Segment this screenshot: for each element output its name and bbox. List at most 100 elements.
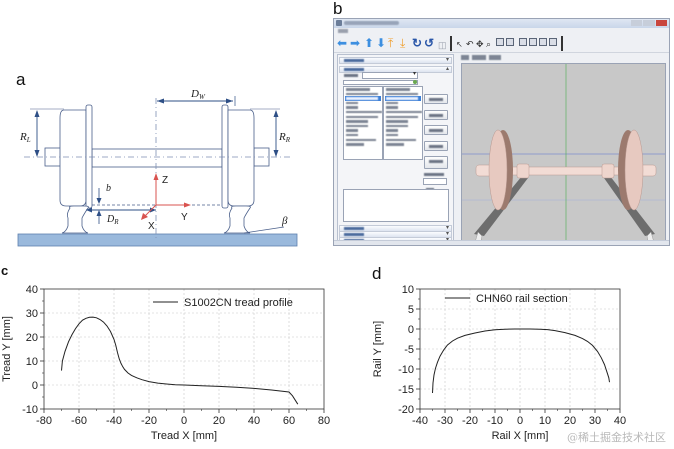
y-tick-label: -15 (398, 384, 414, 396)
list-item-selected[interactable] (385, 96, 421, 101)
list-item[interactable] (345, 115, 381, 120)
profile-type-select[interactable]: ▾ (362, 71, 418, 79)
action-button-2[interactable] (424, 110, 448, 120)
list-item[interactable] (345, 92, 381, 97)
x-tick-label: -60 (71, 415, 87, 427)
arrow-up-icon[interactable]: ⬆ (364, 36, 375, 50)
pointer-icon[interactable]: ↖ (456, 40, 463, 49)
x-tick-label: 0 (181, 415, 187, 427)
panel-d-letter: d (372, 264, 382, 283)
chart-c-series-line (61, 316, 299, 405)
tab-view-2[interactable] (472, 55, 486, 60)
list-item[interactable] (385, 92, 421, 97)
ground-plate (17, 233, 298, 247)
toolbar-separator-2 (561, 36, 563, 51)
profile-type-label (344, 74, 358, 77)
y-tick-label: -20 (398, 404, 414, 416)
action-button-4[interactable] (424, 141, 448, 151)
list-item[interactable] (385, 142, 421, 147)
list-item[interactable] (385, 110, 422, 115)
panel-b-letter: b (333, 0, 343, 18)
x-tick-label: -20 (462, 415, 478, 427)
rl-label: RL (19, 131, 31, 144)
list-item[interactable] (345, 124, 381, 129)
list-item[interactable] (385, 128, 421, 133)
list-item[interactable] (385, 115, 421, 120)
list-item[interactable] (345, 105, 381, 110)
maximize-button[interactable] (643, 20, 655, 26)
list-item[interactable] (345, 110, 382, 115)
status-bar (334, 240, 669, 245)
generate-button[interactable] (424, 94, 448, 104)
rotate-view-icon[interactable]: ↶ (466, 39, 474, 49)
panel-a-letter: a (16, 70, 26, 89)
close-button[interactable] (655, 20, 667, 26)
tab-view-3[interactable] (489, 55, 501, 60)
rotate-ccw-icon[interactable]: ↻ (412, 36, 423, 50)
y-tick-label: 0 (408, 324, 414, 336)
pan-icon[interactable]: ✥ (476, 39, 484, 49)
rotate-cw-icon[interactable]: ↺ (424, 36, 435, 50)
view-icon-1[interactable] (496, 38, 504, 46)
list-item[interactable] (345, 138, 381, 143)
rr-arrow-up (273, 110, 279, 117)
list-item[interactable] (385, 133, 421, 138)
chart-d-legend-label: CHN60 rail section (476, 293, 568, 305)
list-item-selected[interactable] (345, 96, 381, 101)
dr-arrow-left (86, 207, 92, 213)
tab-view-1[interactable] (461, 55, 469, 60)
x-tick-label: 40 (248, 415, 260, 427)
file-list-left[interactable] (343, 86, 383, 160)
list-item[interactable] (385, 101, 421, 106)
search-icon (413, 80, 417, 84)
action-button-3[interactable] (424, 125, 448, 135)
list-item[interactable] (345, 101, 381, 106)
y-tick-label: -10 (22, 404, 38, 416)
x-tick-label: -40 (106, 415, 122, 427)
list-item[interactable] (345, 128, 381, 133)
x-axis (143, 204, 157, 218)
section-header-1[interactable]: ▾ (339, 57, 452, 64)
zoom-icon[interactable]: ⌕ (486, 39, 492, 49)
view-icon-4[interactable] (539, 38, 547, 46)
list-item[interactable] (385, 87, 421, 92)
y-tick-label: 40 (26, 284, 38, 296)
log-textarea[interactable] (343, 189, 449, 222)
wheelset-diagram: DW RL RR b DR Z Y X β (17, 88, 298, 247)
y-label: Y (181, 212, 188, 223)
b-arrow (96, 198, 102, 204)
list-item[interactable] (345, 142, 381, 147)
arrow-right-icon[interactable]: ➡ (350, 36, 361, 50)
right-wheel (227, 109, 255, 207)
view-icon-2[interactable] (506, 38, 514, 46)
list-item[interactable] (345, 87, 381, 92)
right-wheel-3d (624, 129, 644, 211)
list-item[interactable] (385, 124, 421, 129)
view-icon-3[interactable] (519, 38, 527, 46)
list-item[interactable] (385, 119, 421, 124)
move-top-icon[interactable]: ⤒ (388, 36, 394, 50)
menu-file[interactable] (338, 29, 348, 33)
list-item[interactable] (385, 138, 421, 143)
x-label: X (148, 221, 155, 232)
arrow-down-icon[interactable]: ⬇ (376, 36, 387, 50)
file-list-right[interactable] (383, 86, 423, 160)
search-input[interactable] (343, 80, 418, 85)
arrow-left-icon[interactable]: ⬅ (337, 36, 348, 50)
list-item[interactable] (345, 119, 381, 124)
list-item[interactable] (345, 133, 381, 138)
eraser-icon[interactable]: ◫ (438, 40, 447, 50)
action-button-5[interactable] (424, 156, 448, 169)
watermark: @稀土掘金技术社区 (567, 431, 666, 444)
y-tick-label: 30 (26, 308, 38, 320)
chart-d-series-line (432, 328, 610, 394)
dr-arrow-right (150, 207, 156, 213)
save-icon[interactable] (549, 38, 557, 46)
3d-viewport[interactable] (461, 63, 666, 243)
print-icon[interactable] (529, 38, 537, 46)
minimize-button[interactable] (631, 20, 643, 26)
output-value-input[interactable] (423, 178, 447, 185)
dropdown-icon: ▾ (412, 71, 416, 77)
list-item[interactable] (385, 105, 421, 110)
move-bottom-icon[interactable]: ⤓ (400, 36, 406, 50)
